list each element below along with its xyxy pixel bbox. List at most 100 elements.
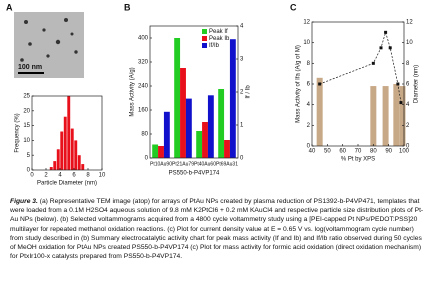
axis-title: Particle Diameter (nm) [37,181,97,187]
figure-caption: Figure 3. (a) Representative TEM image (… [10,197,426,261]
histogram-bar [70,128,74,170]
bar [185,98,192,158]
y-tick-label: 80 [141,132,148,138]
y-tick-label: 320 [138,60,149,66]
y-tick-label: 400 [138,36,149,42]
bar [163,111,170,158]
legend-swatch [202,29,207,34]
x-tick-label: 100 [399,149,410,155]
plot-frame [149,25,239,159]
bar [218,89,225,158]
bar [158,146,164,158]
x-tick-label: 8 [86,173,90,179]
axis-title: % Pt by XPS [341,157,375,163]
bar [196,131,203,158]
line [319,31,402,103]
x-tick-label: 40 [309,149,316,155]
y-tick-label: 2 [406,123,410,129]
y-tick-label: 0 [145,156,149,162]
axis-title: Mass Activity (A/g) [130,67,136,116]
histogram-bar [60,131,64,170]
x-tick-label: Pt10Au90 [150,161,172,167]
axis-title: If / Ib [246,85,252,99]
histogram-bar [77,155,81,170]
axis-title: Frequency (%) [15,113,21,152]
bar [207,95,214,158]
panel-label: A [6,2,13,12]
y-tick-label: 4 [406,102,410,108]
y-tick-label: 10 [23,138,30,144]
particle [46,54,50,58]
bar [229,39,236,159]
histogram-bar [74,140,78,170]
y-tick-label: 0 [27,168,31,174]
particle [55,39,61,45]
y-tick-label: 8 [307,61,311,67]
histogram-bar [67,96,71,170]
histogram-bar [81,164,85,170]
bar [152,144,159,158]
tem-image [14,12,84,78]
x-tick-label: 2 [44,173,48,179]
y-tick-label: 12 [303,20,310,26]
bar [399,86,406,146]
plot-frame [31,95,103,171]
histogram-bar [63,116,67,170]
axis-title: Mass Activity of Ifa (A/g of M) [296,45,302,123]
x-tick-label: Pt69Au31 [216,161,238,167]
particle [24,20,28,24]
marker [388,46,392,50]
x-tick-label: Pt21Au79 [172,161,194,167]
figure-label: Figure 3. [10,198,38,205]
x-tick-label: 70 [355,149,362,155]
y-tick-label: 5 [27,153,31,159]
y-tick-label: 160 [138,108,149,114]
y-tick-label: 4 [307,102,311,108]
x-tick-label: 90 [385,149,392,155]
particle [64,18,68,22]
y-tick-label: 15 [23,123,30,129]
legend-swatch [202,43,207,48]
legend-label: Peak If [209,29,228,35]
y-tick-label: 12 [406,20,413,26]
x-tick-label: 0 [30,173,34,179]
bar [393,84,400,146]
marker [371,61,375,65]
y-tick-label: 10 [406,40,413,46]
legend-swatch [202,36,207,41]
histogram-bar [53,161,57,170]
bar [174,38,181,158]
marker [379,46,383,50]
y-tick-label: 10 [303,40,310,46]
histogram-bar [49,167,53,170]
scale-bar-label: 100 nm [18,64,42,71]
legend-label: If/Ib [209,43,220,49]
bar [316,77,323,146]
x-tick-label: 6 [72,173,76,179]
x-tick-label: 4 [58,173,62,179]
y-tick-label: 20 [23,108,30,114]
particle [42,28,46,32]
y-tick-label: 3 [240,57,244,63]
y-tick-label: 2 [307,123,311,129]
y-tick-label: 240 [138,84,149,90]
histogram-bar [56,149,60,170]
caption-text: (a) Representative TEM image (atop) for … [10,198,424,261]
x-tick-label: 80 [370,149,377,155]
bar [224,140,230,158]
y-tick-label: 8 [406,61,410,67]
bar [382,86,389,146]
particle [20,58,24,62]
panel-label: C [290,2,297,12]
bar [202,122,208,158]
y-tick-label: 6 [307,82,311,88]
plot-frame [311,21,405,147]
bar [180,68,186,158]
marker [399,101,403,105]
y-tick-label: 25 [23,94,30,100]
y-tick-label: 4 [240,24,244,30]
y-tick-label: 6 [406,82,410,88]
particle [28,42,32,46]
